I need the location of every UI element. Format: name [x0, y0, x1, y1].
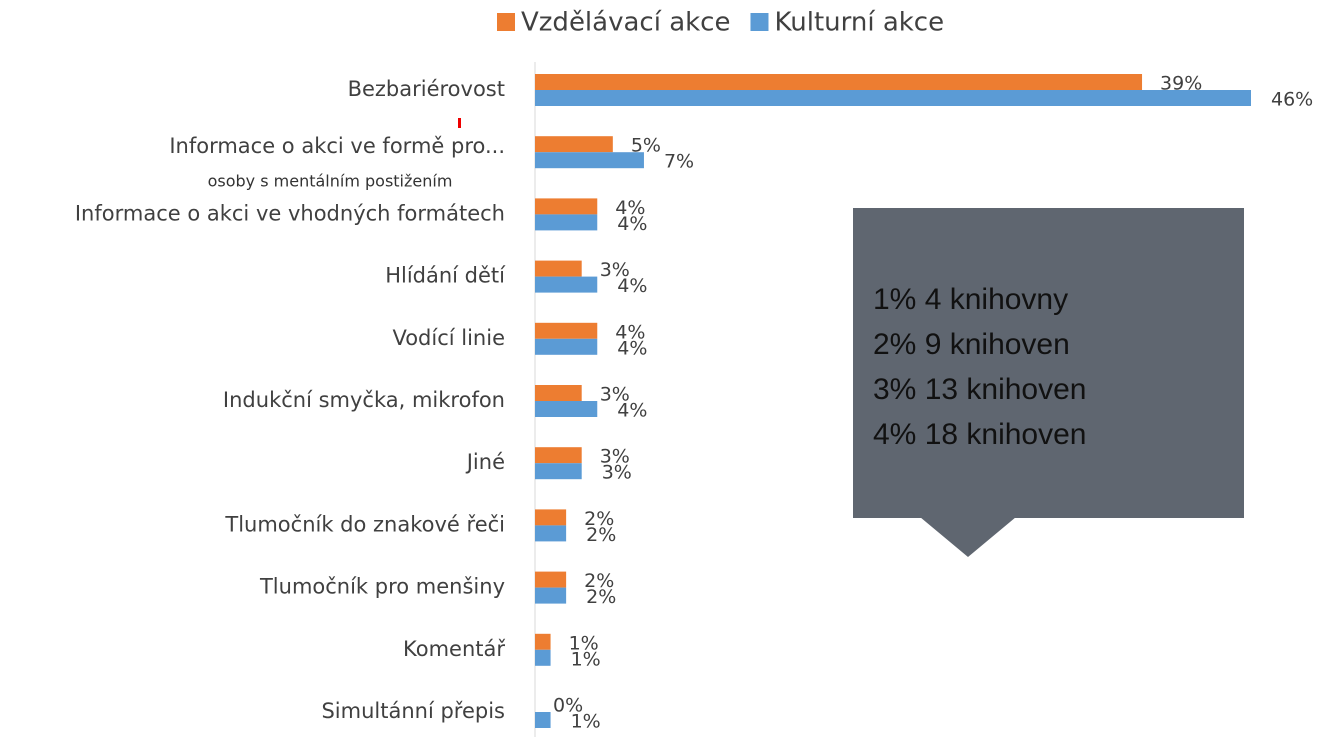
bar	[535, 74, 1143, 90]
value-label: 4%	[617, 275, 647, 297]
value-label: 39%	[1160, 73, 1202, 95]
box-pointer	[920, 517, 1016, 557]
legend-label: Kulturní akce	[774, 8, 944, 38]
value-label: 3%	[600, 259, 630, 281]
legend-label: Vzdělávací akce	[521, 8, 730, 38]
category-label: Indukční smyčka, mikrofon	[223, 388, 505, 412]
value-label: 2%	[586, 586, 616, 608]
value-label: 4%	[617, 400, 647, 422]
legend-swatch	[750, 13, 769, 31]
bar	[535, 385, 582, 401]
bar	[535, 525, 567, 542]
value-label: 46%	[1271, 89, 1313, 111]
legend-swatch	[497, 13, 515, 31]
category-note: osoby s mentálním postižením	[208, 172, 453, 191]
annotation-box	[853, 208, 1244, 557]
box-line: 4% 18 knihoven	[873, 418, 1087, 451]
marker	[458, 118, 461, 128]
bar	[535, 214, 598, 231]
value-label: 1%	[571, 711, 601, 733]
category-label: Bezbariérovost	[348, 77, 505, 101]
bar	[535, 338, 598, 355]
bar	[535, 571, 567, 588]
bar	[535, 447, 582, 464]
bar	[535, 712, 551, 728]
category-label: Komentář	[403, 637, 505, 661]
value-label: 0%	[553, 695, 583, 717]
bar	[535, 633, 551, 650]
bar	[535, 322, 598, 339]
category-label: Informace o akci ve formě pro...	[169, 134, 505, 158]
value-label: 4%	[615, 321, 645, 343]
category-label: Jiné	[465, 450, 505, 474]
bar	[535, 136, 613, 153]
value-label: 4%	[617, 337, 647, 359]
bar	[535, 649, 551, 666]
bar	[535, 276, 598, 293]
bar	[535, 401, 598, 417]
value-label: 1%	[569, 632, 599, 654]
value-label: 4%	[617, 213, 647, 235]
category-label: Tlumočník do znakové řeči	[224, 512, 505, 536]
bar	[535, 463, 582, 480]
bar	[535, 90, 1251, 106]
bar	[535, 587, 567, 604]
value-label: 2%	[586, 524, 616, 546]
value-label: 2%	[584, 508, 614, 530]
value-label: 3%	[600, 446, 630, 468]
box-line: 1% 4 knihovny	[873, 283, 1068, 316]
box-line: 3% 13 knihoven	[873, 373, 1087, 406]
bar	[535, 152, 644, 169]
box-bg	[853, 208, 1244, 518]
box-line: 2% 9 knihoven	[873, 328, 1070, 361]
category-label: Informace o akci ve vhodných formátech	[75, 201, 505, 225]
value-label: 1%	[571, 648, 601, 670]
category-label: Hlídání dětí	[385, 264, 506, 288]
category-label: Simultánní přepis	[321, 699, 505, 723]
value-label: 7%	[664, 151, 694, 173]
category-label: Tlumočník pro menšiny	[259, 575, 505, 599]
bar	[535, 260, 582, 277]
value-label: 3%	[602, 462, 632, 484]
value-label: 5%	[631, 135, 661, 157]
value-label: 4%	[615, 197, 645, 219]
value-label: 2%	[584, 570, 614, 592]
bar	[535, 198, 598, 215]
category-label: Vodící linie	[392, 326, 505, 350]
bar	[535, 509, 567, 526]
value-label: 3%	[600, 384, 630, 406]
